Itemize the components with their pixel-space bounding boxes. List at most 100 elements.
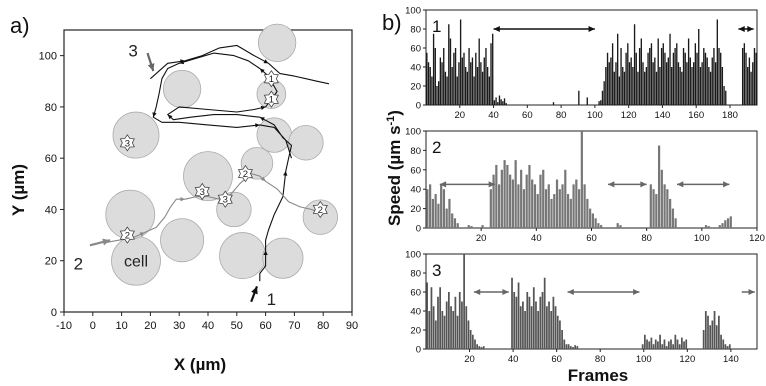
bar-2-frame-62 (594, 218, 597, 228)
bar-3-frame-51 (535, 301, 537, 349)
trajectory-2-direction-mark (260, 176, 266, 182)
bar-3-frame-43 (517, 282, 520, 349)
y-tick-label-2-3: 60 (410, 165, 421, 176)
bar-2-frame-48 (555, 179, 559, 228)
bar-1-frame-44 (498, 95, 501, 105)
bar-1-frame-142 (664, 52, 666, 105)
panel-b-label: b) (382, 10, 402, 35)
bar-1-frame-46 (502, 101, 504, 105)
bar-1-frame-158 (691, 67, 693, 105)
bar-1-frame-178 (725, 90, 727, 105)
bar-2-frame-82 (649, 184, 652, 228)
bar-1-frame-34 (481, 71, 484, 105)
collision-marker-6 (312, 200, 328, 219)
y-tick-label-3-3: 60 (410, 288, 421, 299)
bar-2-frame-44 (544, 189, 548, 228)
bar-1-frame-127 (638, 48, 641, 105)
bar-3-frame-62 (559, 320, 561, 349)
bar-2-frame-71 (619, 225, 622, 228)
bar-2-frame-52 (566, 194, 570, 228)
bar-1-frame-163 (699, 67, 702, 105)
bar-3-frame-21 (469, 330, 472, 349)
cell-2 (160, 218, 205, 263)
bar-3-frame-111 (665, 346, 668, 349)
bar-2-frame-47 (553, 194, 556, 228)
annotation-arrow-head-left-2-2 (677, 181, 684, 188)
bar-3-frame-10 (445, 301, 448, 349)
collision-marker-label-4: 3 (200, 187, 205, 198)
x-tick-label-1-4: 100 (587, 110, 603, 121)
bar-1-frame-123 (632, 67, 634, 105)
x-tick-label-10: 90 (346, 320, 358, 332)
bar-2-frame-42 (539, 174, 542, 228)
bar-2-frame-53 (569, 198, 572, 228)
y-tick-label-3-2: 40 (410, 307, 421, 318)
bar-3-frame-1 (426, 282, 428, 349)
bar-1-frame-91 (578, 90, 580, 105)
speed-chart-2-frame (425, 130, 758, 229)
bar-2-frame-91 (674, 218, 677, 228)
speed-chart-3-frame (425, 253, 758, 350)
annotation-arrow-head-right-3-0 (502, 288, 509, 296)
panel-a-x-axis-label: X (µm) (174, 355, 226, 374)
bar-1-frame-145 (669, 33, 671, 105)
y-tick-label-2-0: 0 (416, 224, 421, 235)
bar-1-frame-161 (696, 52, 698, 105)
bar-1-frame-153 (682, 48, 685, 105)
bar-2-frame-40 (533, 184, 537, 228)
x-tick-label-2: 10 (115, 320, 127, 332)
bar-1-frame-38 (488, 76, 490, 105)
bar-1-frame-112 (613, 71, 615, 105)
bar-1-frame-128 (640, 38, 642, 105)
bar-1-frame-171 (713, 48, 715, 105)
bar-3-frame-130 (707, 315, 709, 349)
bar-1-frame-139 (659, 67, 661, 105)
bar-2-frame-63 (597, 223, 600, 228)
collision-marker-4 (194, 182, 210, 201)
bar-3-frame-17 (461, 301, 463, 349)
x-tick-label-1-2: 60 (522, 110, 533, 121)
bar-1-frame-17 (453, 52, 455, 105)
speed-chart-label-3: 3 (432, 261, 441, 280)
bar-3-frame-12 (450, 306, 452, 349)
bar-1-frame-167 (706, 57, 708, 105)
bar-3-frame-113 (670, 339, 672, 349)
bar-2-frame-85 (657, 145, 661, 228)
bar-1-frame-157 (689, 57, 691, 105)
bar-1-frame-3 (429, 67, 431, 105)
bar-1-frame-21 (459, 19, 462, 105)
bar-1-frame-6 (434, 48, 436, 105)
bar-1-frame-188 (741, 48, 744, 105)
bar-3-frame-27 (482, 346, 485, 349)
trajectory-2-direction-mark (180, 197, 185, 202)
bar-1-frame-193 (750, 71, 752, 105)
bar-3-frame-58 (550, 311, 553, 349)
x-tick-label-4: 30 (173, 320, 185, 332)
bar-1-frame-119 (625, 52, 627, 105)
bar-1-frame-2 (427, 62, 430, 105)
bar-1-frame-138 (657, 38, 659, 105)
bar-2-frame-41 (536, 194, 539, 228)
bar-3-frame-20 (467, 320, 470, 349)
bar-3-frame-63 (561, 330, 563, 349)
bar-1-frame-30 (475, 52, 477, 105)
bar-1-frame-189 (743, 43, 746, 105)
bar-2-frame-102 (704, 225, 708, 228)
y-tick-label-3-0: 0 (416, 345, 421, 356)
bar-1-frame-113 (615, 62, 617, 105)
x-tick-label-3-4: 100 (636, 354, 652, 365)
bar-2-frame-88 (666, 189, 669, 228)
bar-3-frame-7 (439, 287, 442, 349)
annotation-arrow-head-left-3-0 (473, 288, 481, 296)
bar-1-frame-166 (704, 52, 707, 105)
bar-3-frame-137 (722, 339, 725, 349)
bar-3-frame-128 (702, 330, 705, 349)
bar-3-frame-133 (713, 311, 716, 349)
bar-1-frame-172 (714, 62, 717, 105)
bar-1-frame-154 (684, 52, 686, 105)
bar-1-frame-177 (723, 86, 725, 105)
bar-1-frame-106 (603, 81, 605, 105)
x-tick-label-0: -10 (56, 320, 72, 332)
bar-2-frame-51 (564, 169, 567, 228)
x-tick-label-2-3: 80 (641, 233, 652, 244)
